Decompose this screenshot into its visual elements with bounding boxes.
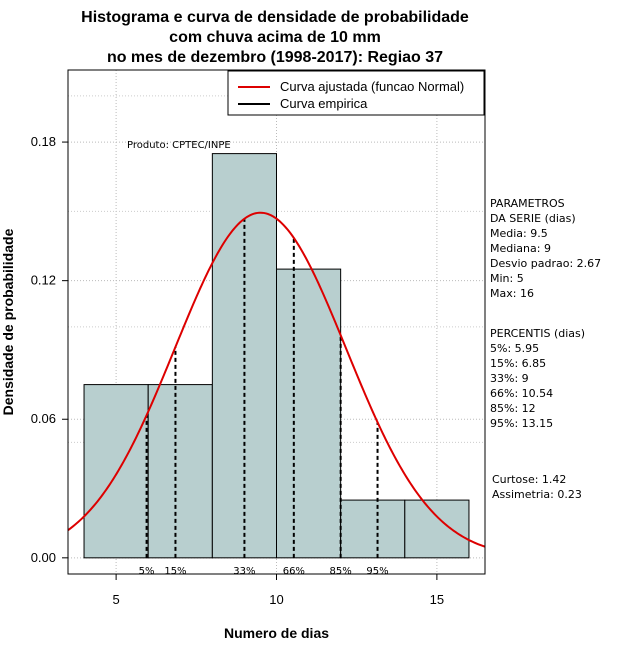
chart-title: Histograma e curva de densidade de proba…: [81, 9, 469, 66]
histogram-bar: [83, 384, 149, 559]
percentis-line: 85%: 12: [490, 402, 536, 415]
params-line: Desvio padrao: 2.67: [490, 257, 601, 270]
params-line: Max: 16: [490, 287, 534, 300]
histogram-bar: [276, 268, 342, 559]
percentis-line: 15%: 6.85: [490, 357, 546, 370]
legend-fitted-label: Curva ajustada (funcao Normal): [280, 79, 464, 94]
title-line: com chuva acima de 10 mm: [169, 29, 381, 46]
histogram-bar: [147, 384, 213, 559]
x-tick-label: 15: [430, 592, 444, 607]
percentis-line: 33%: 9: [490, 372, 529, 385]
histogram-bar: [404, 499, 470, 559]
y-tick-label: 0.00: [31, 550, 56, 565]
params-line: PARAMETROS: [490, 197, 565, 210]
params-line: Mediana: 9: [490, 242, 551, 255]
legend: Curva ajustada (funcao Normal) Curva empi…: [227, 70, 485, 116]
title-line: Histograma e curva de densidade de proba…: [81, 9, 469, 26]
fitted-curve: [67, 211, 486, 548]
params-line: DA SERIE (dias): [490, 212, 576, 225]
x-tick-label: 10: [269, 592, 283, 607]
stats-line: Assimetria: 0.23: [492, 488, 582, 501]
percentis-line: 5%: 5.95: [490, 342, 539, 355]
percentis-line: PERCENTIS (dias): [490, 327, 585, 340]
percentile-label: 85%: [330, 566, 352, 577]
normal-curve-line: [67, 211, 486, 548]
legend-empirical-label: Curva empirica: [280, 96, 368, 111]
params-line: Media: 9.5: [490, 227, 548, 240]
axes: 5 10 15 0.00 0.06 0.12 0.18: [31, 134, 444, 607]
percentis-line: 66%: 10.54: [490, 387, 553, 400]
x-axis-label: Numero de dias: [224, 625, 329, 641]
percentile-label: 33%: [233, 566, 255, 577]
histogram-bar: [340, 499, 406, 559]
legend-box: [227, 70, 485, 116]
percentile-label: 5%: [139, 566, 155, 577]
percentis-line: 95%: 13.15: [490, 417, 553, 430]
x-tick-label: 5: [112, 592, 119, 607]
params-line: Min: 5: [490, 272, 524, 285]
percentile-label: 66%: [283, 566, 305, 577]
histogram-bars: [83, 153, 470, 559]
title-line: no mes de dezembro (1998-2017): Regiao 3…: [107, 49, 443, 66]
percentile-lines: 5% 15% 33% 66% 85% 95%: [139, 218, 389, 577]
y-tick-label: 0.12: [31, 273, 56, 288]
percentile-label: 95%: [366, 566, 388, 577]
stats-line: Curtose: 1.42: [492, 473, 566, 486]
y-tick-label: 0.06: [31, 411, 56, 426]
series-parameters-panel: PARAMETROS DA SERIE (dias) Media: 9.5 Med…: [490, 197, 601, 501]
y-tick-label: 0.18: [31, 134, 56, 149]
percentile-label: 15%: [164, 566, 186, 577]
product-label: Produto: CPTEC/INPE: [127, 140, 231, 151]
y-axis-label: Densidade de probabilidade: [0, 228, 16, 415]
